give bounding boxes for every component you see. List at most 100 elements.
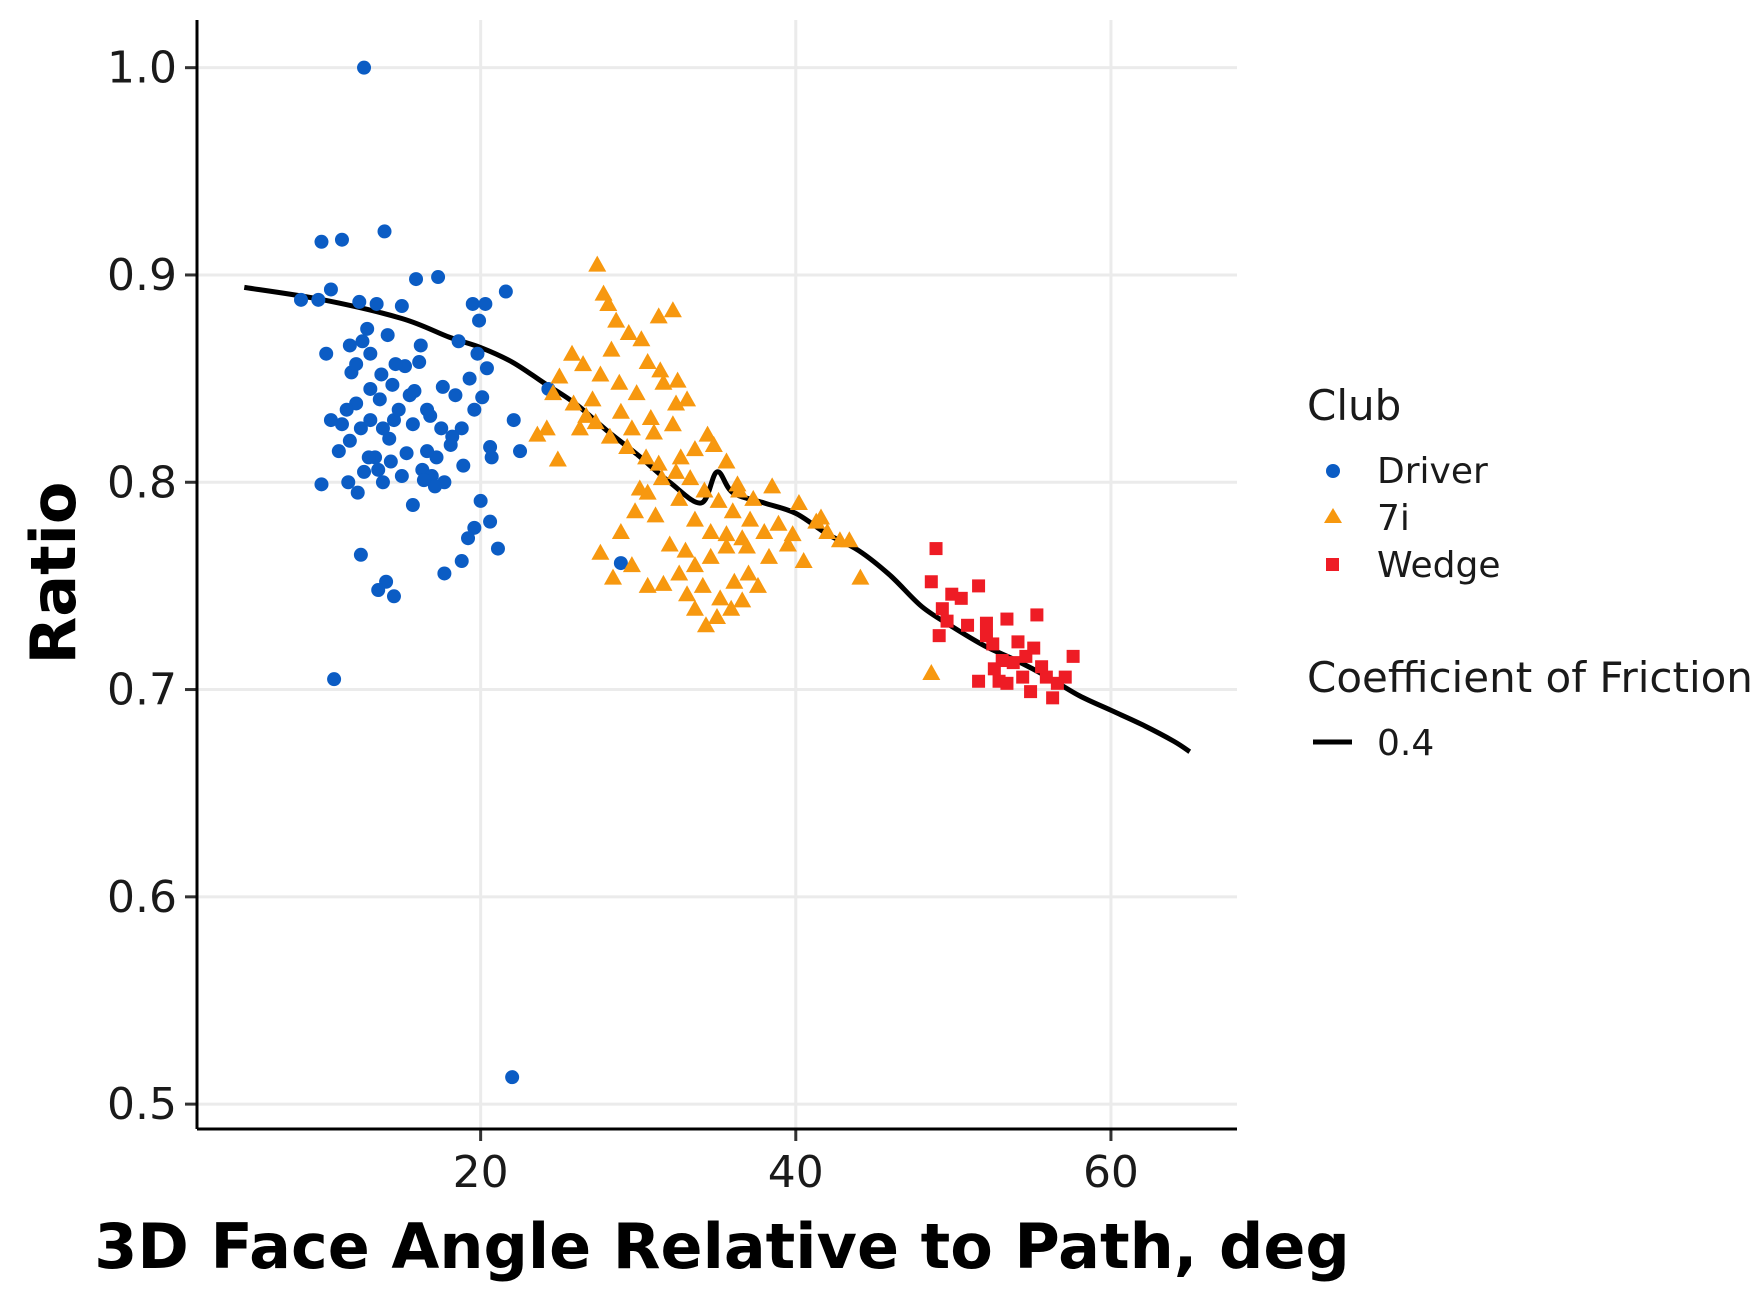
point-driver xyxy=(341,475,356,490)
point-driver xyxy=(361,450,376,465)
point-7i xyxy=(599,294,618,311)
point-wedge xyxy=(1039,670,1053,684)
point-7i xyxy=(737,537,756,554)
point-7i xyxy=(637,448,656,465)
point-driver xyxy=(451,334,466,349)
point-driver xyxy=(479,361,494,376)
point-7i xyxy=(678,585,697,602)
point-driver xyxy=(342,433,357,448)
legend-label-wedge: Wedge xyxy=(1377,545,1501,586)
point-driver xyxy=(377,224,392,239)
point-7i xyxy=(638,576,657,593)
point-7i xyxy=(602,340,621,357)
point-7i xyxy=(678,390,697,407)
point-driver xyxy=(353,547,368,562)
point-wedge xyxy=(1000,612,1014,626)
point-7i xyxy=(711,589,730,606)
point-driver xyxy=(319,346,334,361)
point-driver xyxy=(394,299,409,314)
point-driver xyxy=(294,292,308,307)
point-driver xyxy=(371,462,386,477)
point-driver xyxy=(342,338,357,353)
point-driver xyxy=(505,1070,520,1085)
x-tick-label: 60 xyxy=(1083,1147,1139,1198)
point-7i xyxy=(760,547,778,564)
y-tick-label: 1.0 xyxy=(107,43,177,94)
legend-label-7i: 7i xyxy=(1377,498,1410,539)
point-driver xyxy=(409,272,424,287)
point-wedge xyxy=(972,674,986,688)
point-7i xyxy=(840,531,859,548)
point-7i xyxy=(730,481,749,498)
point-wedge xyxy=(1035,660,1049,674)
point-7i xyxy=(588,255,607,272)
point-driver xyxy=(314,477,329,492)
legend-label-driver: Driver xyxy=(1377,451,1488,492)
point-7i xyxy=(717,525,736,542)
point-wedge xyxy=(1027,641,1041,655)
point-7i xyxy=(744,489,763,506)
point-7i xyxy=(577,406,596,423)
point-7i xyxy=(586,413,605,430)
point-driver xyxy=(334,417,349,432)
point-7i xyxy=(618,438,637,455)
point-7i xyxy=(708,607,726,624)
point-7i xyxy=(789,493,808,510)
point-7i xyxy=(548,450,567,467)
grid-lines xyxy=(197,20,1237,1129)
point-7i xyxy=(696,616,715,633)
point-driver xyxy=(323,282,338,297)
point-7i xyxy=(670,564,689,581)
point-7i xyxy=(574,355,593,372)
point-7i xyxy=(763,477,782,494)
point-driver xyxy=(484,450,499,465)
point-7i xyxy=(769,514,788,531)
point-driver xyxy=(353,421,368,436)
point-7i xyxy=(685,599,704,616)
point-driver xyxy=(407,384,422,399)
point-driver xyxy=(380,328,395,343)
point-driver xyxy=(448,388,463,403)
point-driver xyxy=(478,296,493,311)
point-driver xyxy=(506,413,521,428)
point-driver xyxy=(435,379,450,394)
point-driver xyxy=(490,541,505,556)
point-7i xyxy=(701,523,720,540)
point-driver xyxy=(416,473,431,488)
point-driver xyxy=(465,296,480,311)
y-tick-label: 0.8 xyxy=(107,457,177,508)
point-7i xyxy=(652,469,671,486)
point-driver xyxy=(357,60,372,75)
point-driver xyxy=(483,514,498,529)
point-7i xyxy=(610,373,629,390)
point-driver xyxy=(456,458,471,473)
point-7i xyxy=(922,663,941,680)
point-driver xyxy=(399,446,414,461)
point-driver xyxy=(454,554,469,569)
point-driver xyxy=(391,402,406,417)
point-driver xyxy=(388,357,403,372)
point-driver xyxy=(427,479,442,494)
point-7i xyxy=(698,425,717,442)
point-driver xyxy=(372,392,387,407)
point-driver xyxy=(420,444,435,459)
point-7i xyxy=(671,448,690,465)
point-driver xyxy=(613,556,628,571)
point-7i xyxy=(670,489,689,506)
point-driver xyxy=(467,402,482,417)
point-7i xyxy=(667,462,686,479)
point-7i xyxy=(654,574,673,591)
point-7i xyxy=(604,568,622,585)
point-7i xyxy=(632,330,651,347)
point-7i xyxy=(564,394,583,411)
point-driver xyxy=(462,371,477,386)
point-driver xyxy=(498,284,513,299)
point-7i xyxy=(544,384,563,401)
point-driver xyxy=(314,234,329,249)
point-wedge xyxy=(1024,685,1038,699)
point-7i xyxy=(622,419,641,436)
point-7i xyxy=(611,402,630,419)
point-driver xyxy=(369,296,384,311)
point-wedge xyxy=(1000,676,1014,690)
point-7i xyxy=(741,510,760,527)
